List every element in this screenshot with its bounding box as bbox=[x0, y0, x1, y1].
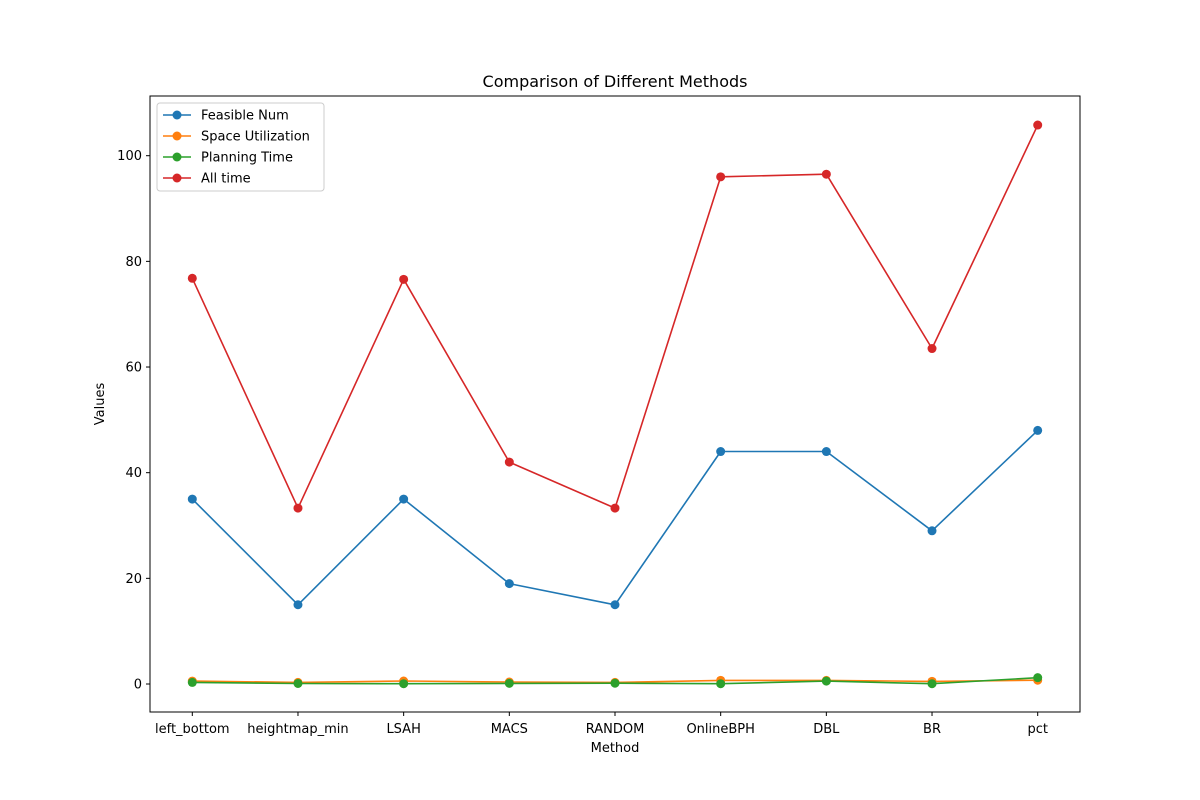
data-point bbox=[1033, 425, 1043, 435]
y-tick-label: 60 bbox=[125, 361, 142, 376]
legend-label: All time bbox=[201, 172, 251, 187]
x-tick-label: OnlineBPH bbox=[686, 722, 754, 737]
data-point bbox=[504, 678, 514, 688]
data-point bbox=[927, 344, 937, 354]
data-point bbox=[927, 679, 937, 689]
data-point bbox=[293, 503, 303, 513]
data-point bbox=[293, 678, 303, 688]
data-point bbox=[821, 676, 831, 686]
data-point bbox=[927, 526, 937, 536]
data-point bbox=[1033, 673, 1043, 683]
x-tick-label: pct bbox=[1027, 722, 1048, 737]
data-point bbox=[716, 172, 726, 182]
plot-area: 0 20 40 60 80 100 left_bottom heightmap_min LSAH… bbox=[117, 95, 1081, 737]
chart-title: Comparison of Different Methods bbox=[483, 72, 748, 91]
data-point bbox=[821, 447, 831, 457]
data-point bbox=[399, 274, 409, 284]
data-point bbox=[821, 169, 831, 179]
legend-label: Planning Time bbox=[201, 151, 293, 166]
legend: Feasible Num Space Utilization Planning Ti… bbox=[156, 102, 325, 192]
y-tick-label: 20 bbox=[125, 572, 142, 587]
legend-marker bbox=[172, 152, 182, 162]
data-point bbox=[504, 579, 514, 589]
data-point bbox=[187, 273, 197, 283]
x-tick-label: RANDOM bbox=[586, 722, 645, 737]
data-point bbox=[187, 677, 197, 687]
legend-marker bbox=[172, 173, 182, 183]
data-point bbox=[187, 494, 197, 504]
y-tick-label: 0 bbox=[134, 678, 142, 693]
x-tick-label: heightmap_min bbox=[247, 722, 348, 737]
data-point bbox=[610, 600, 620, 610]
x-axis-label: Method bbox=[591, 741, 640, 756]
x-tick-label: BR bbox=[923, 722, 941, 737]
data-point bbox=[504, 457, 514, 467]
y-tick-label: 100 bbox=[117, 149, 142, 164]
legend-marker bbox=[172, 131, 182, 141]
data-point bbox=[1033, 120, 1043, 130]
legend-marker bbox=[172, 110, 182, 120]
data-point bbox=[293, 600, 303, 610]
data-point bbox=[716, 447, 726, 457]
legend-label: Feasible Num bbox=[201, 109, 289, 124]
x-tick-label: MACS bbox=[491, 722, 528, 737]
y-tick-label: 40 bbox=[125, 466, 142, 481]
data-point bbox=[610, 678, 620, 688]
data-point bbox=[610, 503, 620, 513]
legend-box bbox=[156, 102, 325, 192]
data-point bbox=[716, 679, 726, 689]
x-tick-label: DBL bbox=[813, 722, 840, 737]
y-axis-label: Values bbox=[93, 383, 108, 426]
x-tick-label: left_bottom bbox=[155, 722, 230, 737]
data-point bbox=[399, 494, 409, 504]
y-tick-label: 80 bbox=[125, 255, 142, 270]
x-tick-label: LSAH bbox=[386, 722, 420, 737]
data-point bbox=[399, 679, 409, 689]
legend-label: Space Utilization bbox=[201, 130, 310, 145]
